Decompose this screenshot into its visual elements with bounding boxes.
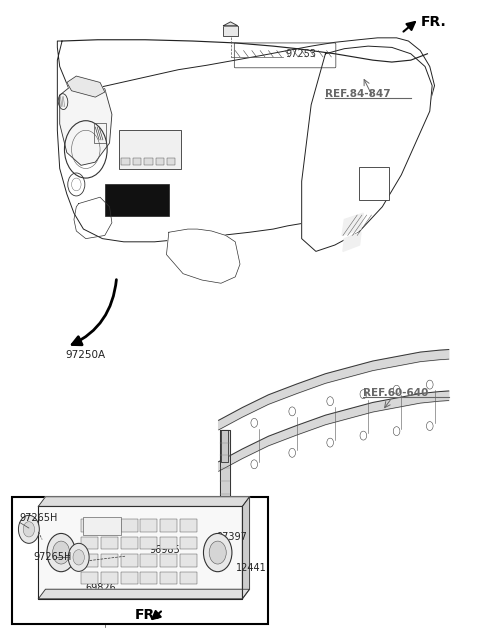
Circle shape — [251, 419, 258, 428]
Bar — [120, 519, 137, 532]
Text: 96985: 96985 — [149, 545, 180, 555]
Circle shape — [393, 427, 400, 435]
Bar — [180, 537, 197, 549]
Text: FR.: FR. — [420, 15, 446, 29]
Bar — [180, 519, 197, 532]
Polygon shape — [60, 82, 112, 165]
Bar — [160, 537, 177, 549]
Circle shape — [289, 407, 296, 416]
Circle shape — [289, 448, 296, 457]
Bar — [81, 554, 98, 566]
Polygon shape — [167, 229, 240, 284]
Bar — [223, 26, 238, 36]
Bar — [81, 519, 98, 532]
Circle shape — [228, 566, 236, 577]
Bar — [121, 158, 130, 165]
Circle shape — [360, 390, 367, 399]
Circle shape — [393, 385, 400, 394]
Polygon shape — [223, 22, 238, 26]
Bar — [160, 519, 177, 532]
Bar — [101, 572, 118, 584]
Circle shape — [426, 380, 433, 389]
Circle shape — [204, 534, 232, 572]
Bar — [140, 519, 157, 532]
Circle shape — [426, 422, 433, 431]
Bar — [140, 554, 157, 566]
Bar — [119, 131, 180, 168]
Polygon shape — [38, 589, 250, 599]
Circle shape — [209, 541, 226, 564]
Bar — [94, 123, 106, 143]
Bar — [81, 572, 98, 584]
Circle shape — [360, 431, 367, 440]
Bar — [140, 537, 157, 549]
Circle shape — [73, 550, 84, 565]
Polygon shape — [220, 430, 229, 557]
Polygon shape — [229, 541, 247, 561]
Polygon shape — [57, 38, 434, 242]
Circle shape — [327, 438, 334, 447]
Polygon shape — [67, 76, 105, 97]
Circle shape — [18, 515, 39, 543]
Bar — [81, 537, 98, 549]
Text: 12441: 12441 — [236, 563, 267, 572]
Bar — [120, 537, 137, 549]
Text: 97253: 97253 — [285, 49, 316, 59]
Text: 97397: 97397 — [216, 532, 247, 542]
Bar — [359, 167, 389, 201]
Polygon shape — [242, 497, 250, 599]
Polygon shape — [219, 350, 449, 430]
Bar — [156, 158, 164, 165]
Text: 69826: 69826 — [86, 583, 117, 593]
Bar — [144, 158, 153, 165]
Circle shape — [53, 541, 70, 564]
Bar — [120, 554, 137, 566]
Polygon shape — [343, 232, 361, 251]
Bar — [120, 572, 137, 584]
Bar — [101, 519, 118, 532]
Text: 97265H: 97265H — [34, 552, 72, 563]
Text: REF.60-640: REF.60-640 — [363, 388, 429, 398]
Bar — [105, 185, 169, 216]
Circle shape — [68, 543, 89, 572]
Bar — [180, 572, 197, 584]
Bar — [160, 554, 177, 566]
Text: 97265H: 97265H — [19, 513, 58, 523]
Circle shape — [101, 571, 108, 580]
Bar — [140, 572, 157, 584]
Polygon shape — [342, 213, 363, 235]
Circle shape — [47, 534, 75, 572]
Bar — [160, 572, 177, 584]
Bar — [192, 552, 207, 564]
Bar — [84, 517, 121, 535]
Polygon shape — [219, 391, 449, 471]
Bar — [101, 554, 118, 566]
Circle shape — [327, 397, 334, 406]
Polygon shape — [38, 497, 250, 506]
Text: 97250A: 97250A — [66, 350, 106, 360]
Polygon shape — [221, 430, 228, 462]
Bar — [180, 554, 197, 566]
Bar — [101, 537, 118, 549]
Bar — [133, 158, 141, 165]
Polygon shape — [301, 46, 432, 251]
Bar — [12, 497, 268, 624]
Polygon shape — [38, 506, 242, 599]
Text: FR.: FR. — [135, 608, 160, 622]
Text: REF.84-847: REF.84-847 — [325, 89, 391, 99]
Circle shape — [23, 521, 35, 537]
Bar — [167, 158, 176, 165]
Circle shape — [251, 460, 258, 469]
